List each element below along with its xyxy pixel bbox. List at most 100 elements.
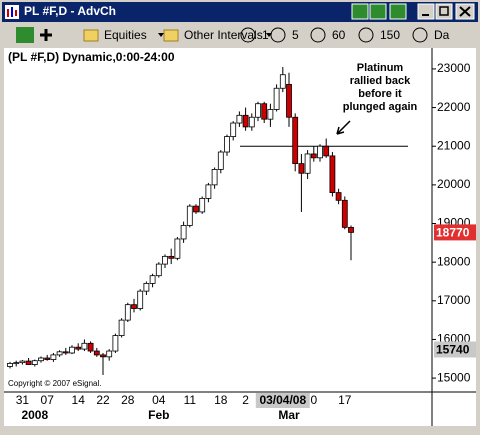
y-tick-label: 21000 xyxy=(437,138,471,152)
candle-body xyxy=(25,360,32,365)
candle-body xyxy=(261,103,268,120)
interval-icon[interactable] xyxy=(310,27,326,43)
link-icon[interactable] xyxy=(16,27,34,43)
toolbar-item[interactable]: 1 xyxy=(262,28,269,42)
y-tick-label: 22000 xyxy=(437,100,471,114)
candle-body xyxy=(174,238,181,259)
candle-body xyxy=(149,275,156,284)
dropdown-arrow xyxy=(266,33,272,37)
x-tick-label: 0 xyxy=(310,393,317,407)
add-icon[interactable] xyxy=(40,29,52,41)
interval-icon[interactable] xyxy=(270,27,286,43)
candle-body xyxy=(323,145,330,157)
app-icon-bar xyxy=(7,9,9,17)
candle-body xyxy=(180,225,187,240)
x-tick-label: 14 xyxy=(72,393,86,407)
y-tick-label: 17000 xyxy=(437,293,471,307)
candle-body xyxy=(211,169,218,186)
annotation: rallied back xyxy=(350,75,411,87)
candle-body xyxy=(217,151,224,170)
price-marker-label: 15740 xyxy=(436,343,470,357)
candle-body xyxy=(62,351,69,354)
toolbar-item[interactable]: 60 xyxy=(332,28,346,42)
folder-icon[interactable] xyxy=(163,29,179,42)
candle-body xyxy=(50,354,57,360)
candle-body xyxy=(273,87,280,110)
candle-body xyxy=(298,163,305,174)
link-button[interactable] xyxy=(389,3,407,20)
toolbar xyxy=(2,24,478,46)
candle-body xyxy=(236,114,243,124)
candle-body xyxy=(31,360,38,365)
annotation: before it xyxy=(358,88,402,100)
x-period-label: Mar xyxy=(278,408,300,422)
candle-body xyxy=(131,304,137,309)
candle-body xyxy=(199,197,206,213)
interval-icon[interactable] xyxy=(240,27,256,43)
interval-icon[interactable] xyxy=(358,27,374,43)
candle-body xyxy=(75,346,82,350)
candle-body xyxy=(304,153,311,174)
candle-body xyxy=(162,255,168,265)
candle-body xyxy=(118,319,125,336)
x-period-label: 2008 xyxy=(21,408,48,422)
x-tick-label: 18 xyxy=(214,393,228,407)
candle-body xyxy=(106,350,113,358)
x-tick-label: 31 xyxy=(16,393,30,407)
candle-body xyxy=(193,205,199,213)
candle-body xyxy=(310,153,317,159)
minimize-glyph xyxy=(422,14,429,16)
candle-body xyxy=(335,192,342,201)
close-glyph xyxy=(459,6,471,17)
x-tick-label: 22 xyxy=(96,393,110,407)
candle-body xyxy=(329,155,336,193)
candle-body xyxy=(124,304,131,321)
candle-body xyxy=(242,114,249,128)
toolbar-item[interactable]: Da xyxy=(434,28,450,42)
annotation: Platinum xyxy=(357,62,404,74)
toolbar-bg xyxy=(2,24,478,46)
window-buttons xyxy=(351,3,475,20)
candle-body xyxy=(112,335,119,352)
candle-body xyxy=(7,363,13,367)
candle-body xyxy=(137,290,144,309)
candle-body xyxy=(100,354,106,358)
dropdown-arrow xyxy=(158,33,164,37)
maximize-glyph xyxy=(439,6,449,16)
candle-body xyxy=(87,342,94,352)
x-tick-label: 2 xyxy=(242,393,249,407)
dollar-button[interactable] xyxy=(369,3,387,20)
candle-body xyxy=(205,184,212,199)
x-period-label: Feb xyxy=(148,408,169,422)
folder-icon[interactable] xyxy=(83,29,99,42)
toolbar-item[interactable]: Other Intervals xyxy=(184,28,263,42)
x-tick-label: 17 xyxy=(338,393,352,407)
candle-body xyxy=(348,226,354,233)
candle-body xyxy=(267,109,274,120)
y-tick-label: 23000 xyxy=(437,61,471,75)
interval-icon[interactable] xyxy=(412,27,428,43)
candle-body xyxy=(155,263,162,277)
minimize-button[interactable] xyxy=(417,3,435,20)
price-marker-box xyxy=(434,341,476,358)
toolbar-item[interactable]: Equities xyxy=(104,28,147,42)
window-title: PL #F,D - AdvCh xyxy=(24,4,116,18)
candle-body xyxy=(279,74,286,89)
candle-body xyxy=(44,357,51,360)
y-tick-label: 15000 xyxy=(437,370,471,384)
chart-title: (PL #F,D) Dynamic,0:00-24:00 xyxy=(8,50,175,64)
s-button[interactable] xyxy=(351,3,369,20)
x-tick-label: 11 xyxy=(184,393,197,407)
toolbar-item[interactable]: 150 xyxy=(380,28,400,42)
candle-body xyxy=(230,122,237,137)
candle-body xyxy=(224,136,230,153)
price-marker-label: 18770 xyxy=(436,226,470,240)
candle-body xyxy=(93,350,100,356)
candle-body xyxy=(143,283,150,292)
copyright: Copyright © 2007 eSignal. xyxy=(8,379,102,388)
y-tick-label: 18000 xyxy=(437,254,471,268)
toolbar-item[interactable]: 5 xyxy=(292,28,299,42)
annotation: plunged again xyxy=(343,101,418,113)
candle-body xyxy=(292,116,299,165)
